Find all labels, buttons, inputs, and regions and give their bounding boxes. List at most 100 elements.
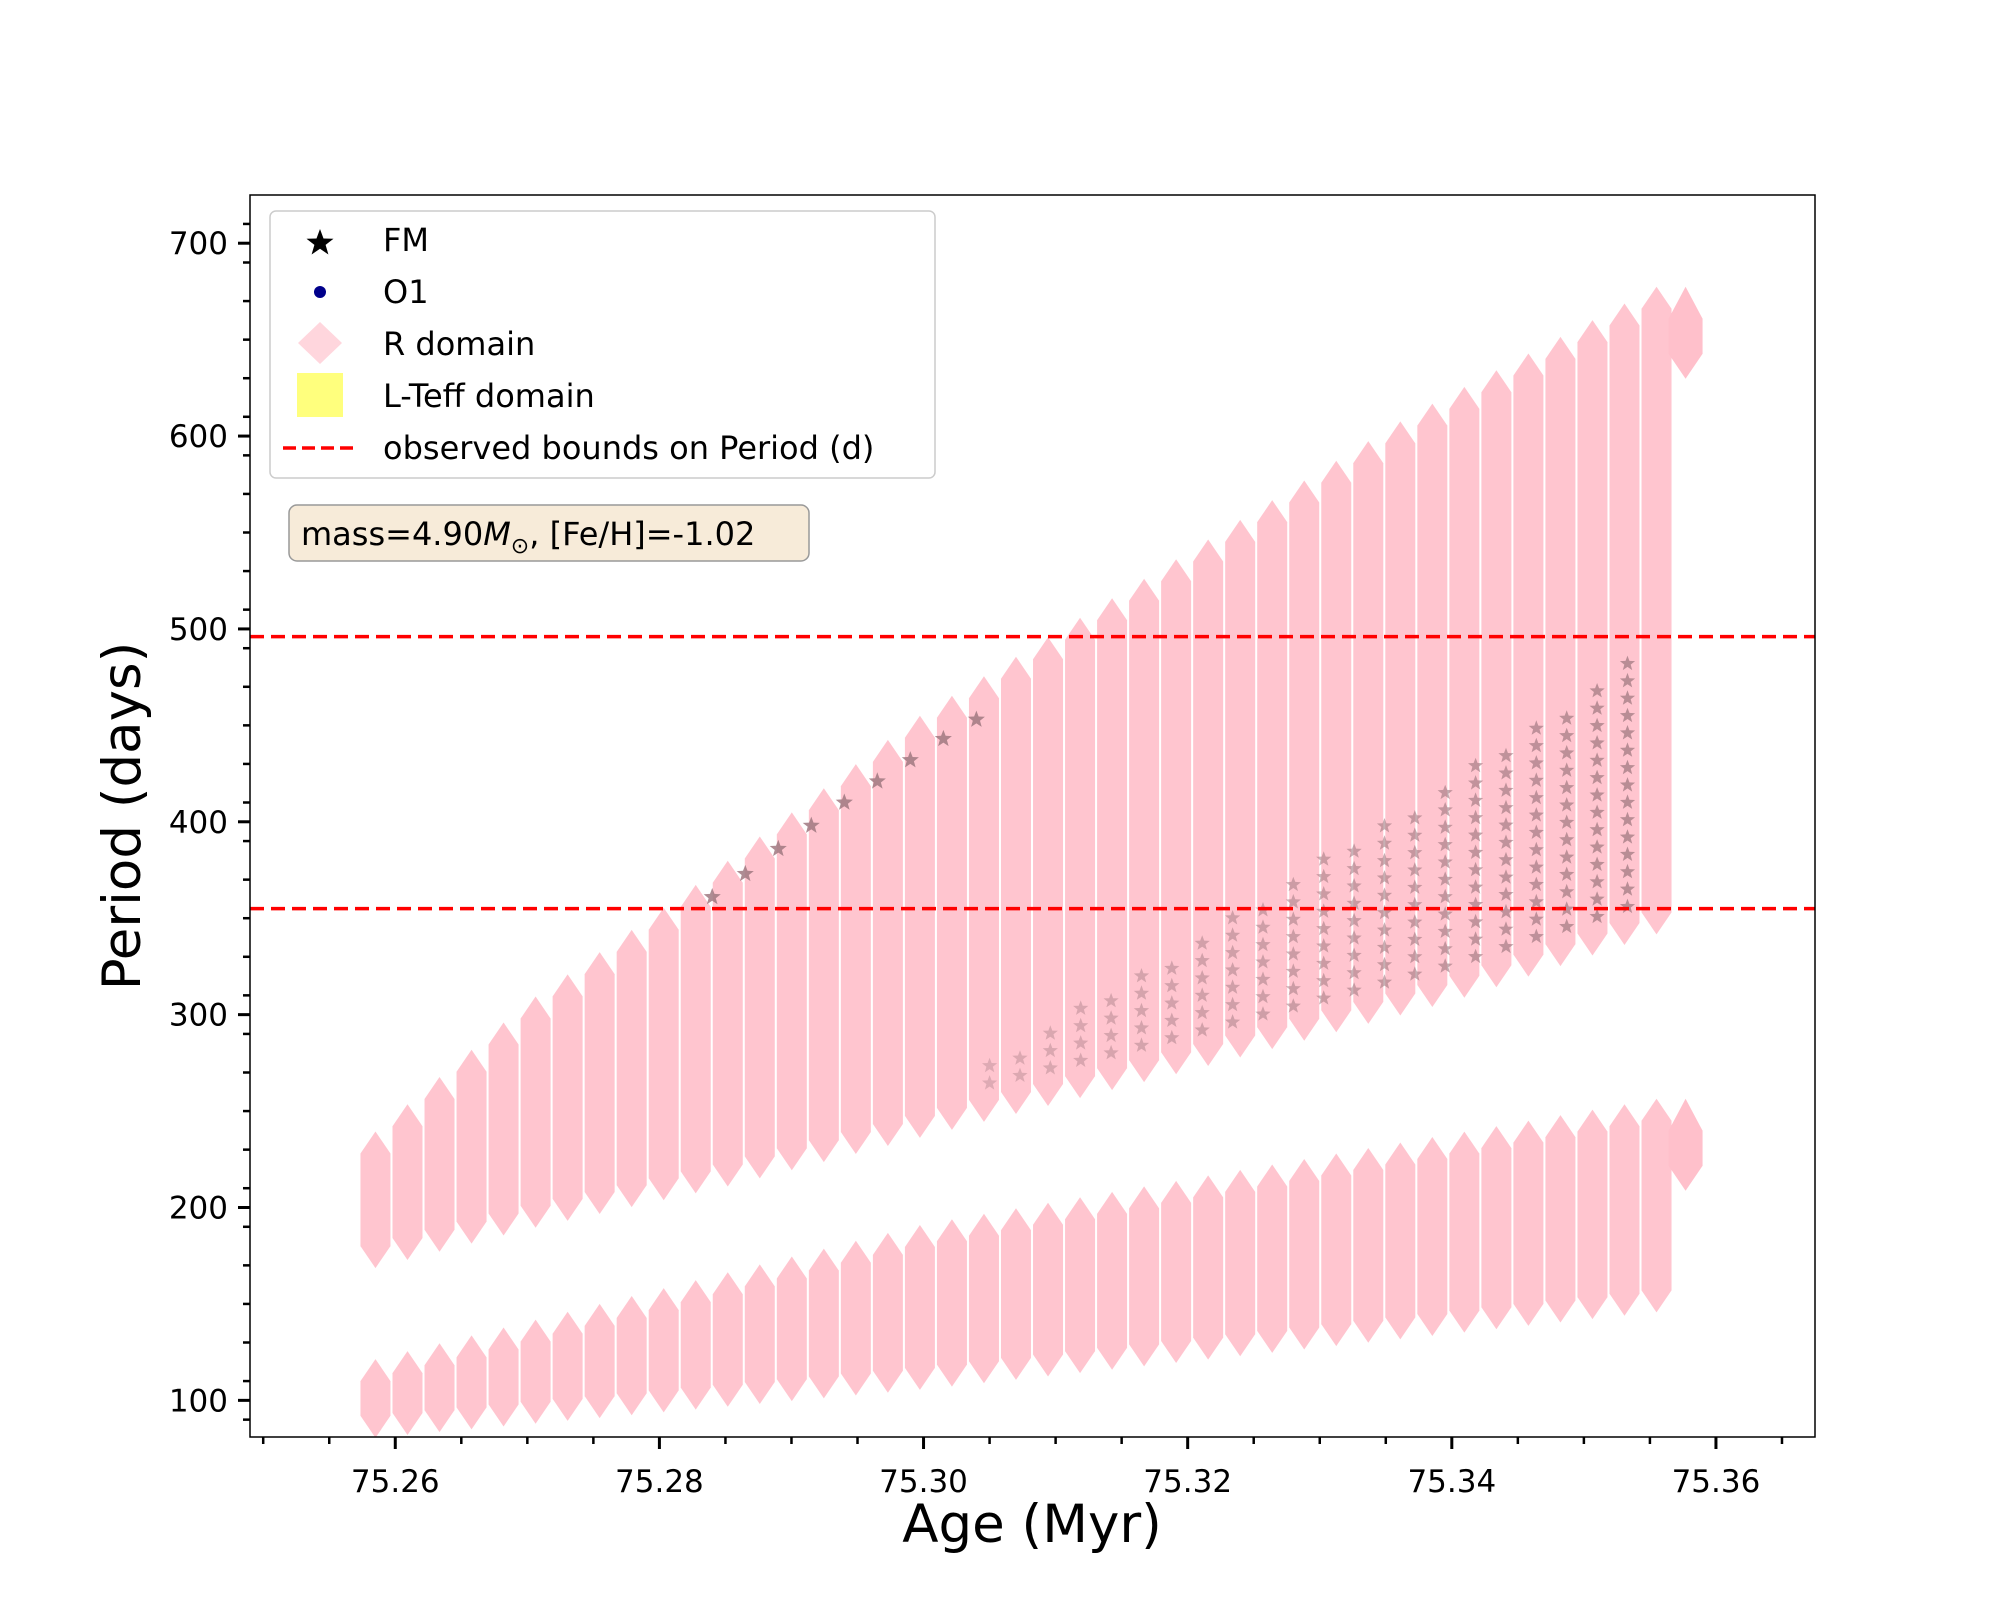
fm-star-74 xyxy=(1376,922,1393,937)
fm-star-176 xyxy=(1619,725,1636,740)
y-tick-label-0: 100 xyxy=(169,1383,228,1419)
fm-band-column-40 xyxy=(1641,286,1672,935)
fm-star-42 xyxy=(1255,936,1271,952)
x-tick-label-0: 75.26 xyxy=(351,1464,440,1500)
fm-star-20 xyxy=(1164,1029,1180,1045)
o1-band-column-15 xyxy=(840,1240,871,1396)
fm-star-50 xyxy=(1285,911,1301,926)
o1-band-column-24 xyxy=(1129,1186,1160,1367)
fm-star-41 xyxy=(1255,954,1271,969)
o1-band-column-9 xyxy=(648,1288,679,1413)
fm-star-37 xyxy=(1225,910,1241,925)
fm-star-31 xyxy=(1225,1014,1241,1029)
fm-star-ridge-3 xyxy=(802,816,820,833)
fm-star-27 xyxy=(1194,987,1210,1002)
o1-band-column-31 xyxy=(1353,1148,1384,1343)
fm-band-column-1 xyxy=(392,1104,423,1260)
fm-star-106 xyxy=(1468,879,1484,894)
o1-band-column-8 xyxy=(616,1295,647,1416)
fm-star-131 xyxy=(1528,841,1544,857)
fm-band-column-15 xyxy=(840,764,871,1155)
legend-item-lteff-domain: L-Teff domain xyxy=(297,373,595,417)
fm-star-32 xyxy=(1225,996,1241,1012)
fm-band-column-21 xyxy=(1033,637,1064,1107)
fm-star-99 xyxy=(1437,819,1453,834)
fm-star-173 xyxy=(1619,777,1636,792)
fm-star-170 xyxy=(1619,829,1636,844)
fm-star-30 xyxy=(1194,935,1210,950)
fm-star-45 xyxy=(1285,998,1301,1013)
fm-band-column-10 xyxy=(680,884,711,1194)
fm-band-column-8 xyxy=(616,929,647,1208)
o1-band-column-30 xyxy=(1321,1153,1352,1347)
fm-band-column-19 xyxy=(968,676,999,1122)
fm-star-111 xyxy=(1468,792,1484,807)
fm-star-56 xyxy=(1316,938,1332,953)
o1-band-column-16 xyxy=(872,1232,903,1393)
fm-star-105 xyxy=(1468,896,1484,912)
fm-band-column-11 xyxy=(712,860,743,1187)
fm-star-166 xyxy=(1619,898,1636,914)
fm-star-80 xyxy=(1376,818,1393,833)
fm-star-87 xyxy=(1407,862,1423,877)
fm-star-12 xyxy=(1103,1027,1119,1043)
fm-star-95 xyxy=(1437,888,1453,904)
fm-star-157 xyxy=(1589,821,1605,837)
fm-star-120 xyxy=(1498,834,1514,849)
fm-star-98 xyxy=(1437,836,1453,852)
fm-star-26 xyxy=(1194,1004,1210,1020)
fm-star-115 xyxy=(1498,921,1514,936)
fm-star-103 xyxy=(1468,931,1484,946)
fm-star-122 xyxy=(1498,799,1514,815)
fm-star-ridge-7 xyxy=(934,729,952,747)
fm-star-78 xyxy=(1376,852,1393,868)
o1-band-column-0 xyxy=(360,1359,391,1437)
fm-star-17 xyxy=(1133,1002,1150,1018)
fm-band-column-17 xyxy=(904,715,935,1138)
fm-star-179 xyxy=(1619,672,1636,688)
legend-label-o1: O1 xyxy=(383,273,429,311)
fm-star-81 xyxy=(1407,966,1423,981)
legend-label-r-domain: R domain xyxy=(383,325,535,363)
x-axis-label: Age (Myr) xyxy=(902,1494,1162,1555)
fm-star-11 xyxy=(1103,1044,1119,1060)
fm-star-125 xyxy=(1498,747,1514,763)
fm-star-68 xyxy=(1346,878,1362,893)
fm-star-160 xyxy=(1589,769,1605,785)
o1-band-column-1 xyxy=(392,1351,423,1435)
fm-band-column-26 xyxy=(1193,539,1224,1066)
fm-band-column-20 xyxy=(1000,656,1031,1114)
legend-label-fm: FM xyxy=(383,221,429,259)
o1-band-column-23 xyxy=(1097,1191,1128,1370)
fm-star-110 xyxy=(1468,809,1484,825)
fm-star-114 xyxy=(1498,938,1514,954)
fm-star-128 xyxy=(1528,893,1544,909)
fm-star-76 xyxy=(1376,887,1393,902)
annotation-suffix: , [Fe/H]=-1.02 xyxy=(529,515,755,553)
y-axis-ticks: 100 200 300 400 500 600 700 xyxy=(169,222,250,1421)
fm-star-21 xyxy=(1164,1012,1180,1027)
o1-band-column-32 xyxy=(1385,1142,1416,1340)
fm-star-158 xyxy=(1589,804,1605,819)
fm-band-column-35 xyxy=(1481,370,1512,988)
x-tick-label-3: 75.32 xyxy=(1143,1464,1232,1500)
fm-star-93 xyxy=(1437,923,1453,938)
o1-band-column-28 xyxy=(1257,1164,1288,1353)
fm-star-146 xyxy=(1559,797,1575,812)
fm-star-51 xyxy=(1285,894,1301,909)
fm-star-66 xyxy=(1346,912,1362,928)
fm-star-161 xyxy=(1589,752,1605,767)
y-tick-label-3: 400 xyxy=(169,805,228,841)
fm-band-column-30 xyxy=(1321,460,1352,1033)
fm-star-69 xyxy=(1346,860,1362,876)
fm-star-148 xyxy=(1559,762,1575,777)
fm-star-89 xyxy=(1407,827,1423,842)
o1-band-column-7 xyxy=(584,1303,615,1419)
o1-band-column-37 xyxy=(1545,1115,1576,1323)
fm-star-3 xyxy=(1012,1050,1028,1065)
o1-band-column-35 xyxy=(1481,1126,1512,1330)
legend-item-o1: O1 xyxy=(314,273,429,311)
o1-band-column-12 xyxy=(744,1264,775,1404)
o1-band-column-3 xyxy=(456,1335,487,1430)
